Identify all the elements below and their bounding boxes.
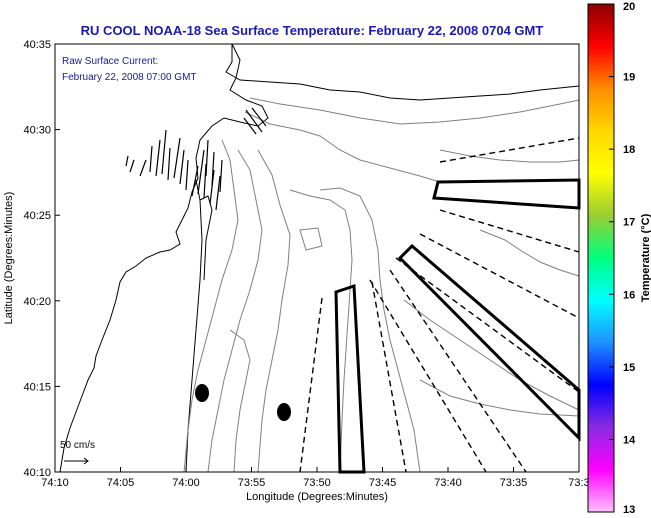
scale-arrow-icon bbox=[64, 457, 89, 465]
y-tick-label: 40:20 bbox=[23, 296, 51, 308]
scale-label: 50 cm/s bbox=[60, 440, 95, 451]
y-tick-label: 40:10 bbox=[23, 467, 51, 479]
colorbar-label: Temperature (°C) bbox=[640, 213, 651, 302]
colorbar-tick-label: 20 bbox=[623, 1, 635, 13]
bathymetry-contours bbox=[183, 97, 580, 473]
colorbar-tick-label: 18 bbox=[623, 144, 635, 156]
map-plot-area: 50 cm/s Raw Surface Current: February 22… bbox=[54, 43, 581, 474]
x-tick-label: 73:55 bbox=[238, 477, 266, 489]
coastline bbox=[54, 43, 269, 473]
y-tick-label: 40:15 bbox=[23, 381, 51, 393]
radar-site-marker bbox=[195, 384, 209, 402]
x-axis-label: Longitude (Degrees:Minutes) bbox=[246, 491, 388, 503]
y-axis-ticks: 40:35 40:30 40:25 40:20 40:15 40:10 bbox=[23, 39, 60, 479]
north-coast bbox=[225, 44, 580, 101]
y-tick-label: 40:35 bbox=[23, 39, 51, 51]
colorbar-tick-label: 15 bbox=[623, 362, 635, 374]
figure-title: RU COOL NOAA-18 Sea Surface Temperature:… bbox=[81, 23, 544, 38]
x-tick-label: 73:35 bbox=[500, 477, 528, 489]
colorbar-tick-label: 19 bbox=[623, 72, 635, 84]
colorbar bbox=[587, 3, 615, 513]
overlay-line2: February 22, 2008 07:00 GMT bbox=[62, 72, 197, 83]
x-tick-label: 73:50 bbox=[303, 477, 331, 489]
surface-current-vectors bbox=[125, 107, 267, 211]
colorbar-tick-label: 17 bbox=[623, 217, 635, 229]
x-tick-label: 74:05 bbox=[107, 477, 135, 489]
colorbar-tick-label: 16 bbox=[623, 289, 635, 301]
x-axis-ticks: 74:10 74:05 74:00 73:55 73:50 73:45 73:40 73:35… bbox=[41, 467, 590, 489]
x-tick-label: 73:45 bbox=[369, 477, 397, 489]
y-axis-label: Latitude (Degrees:Minutes) bbox=[3, 192, 15, 325]
x-tick-label: 74:00 bbox=[172, 477, 200, 489]
colorbar-ticks: 20 19 18 17 16 15 14 13 bbox=[609, 1, 636, 516]
colorbar-tick-label: 13 bbox=[623, 504, 635, 516]
x-tick-label: 73:3 bbox=[568, 477, 589, 489]
radar-sector-lines bbox=[299, 137, 580, 473]
y-tick-label: 40:25 bbox=[23, 210, 51, 222]
overlay-line1: Raw Surface Current: bbox=[62, 56, 158, 67]
y-tick-label: 40:30 bbox=[23, 125, 51, 137]
x-tick-label: 73:40 bbox=[434, 477, 462, 489]
colorbar-tick-label: 14 bbox=[623, 434, 636, 446]
x-tick-label: 74:10 bbox=[41, 477, 69, 489]
radar-site-marker bbox=[277, 403, 291, 421]
